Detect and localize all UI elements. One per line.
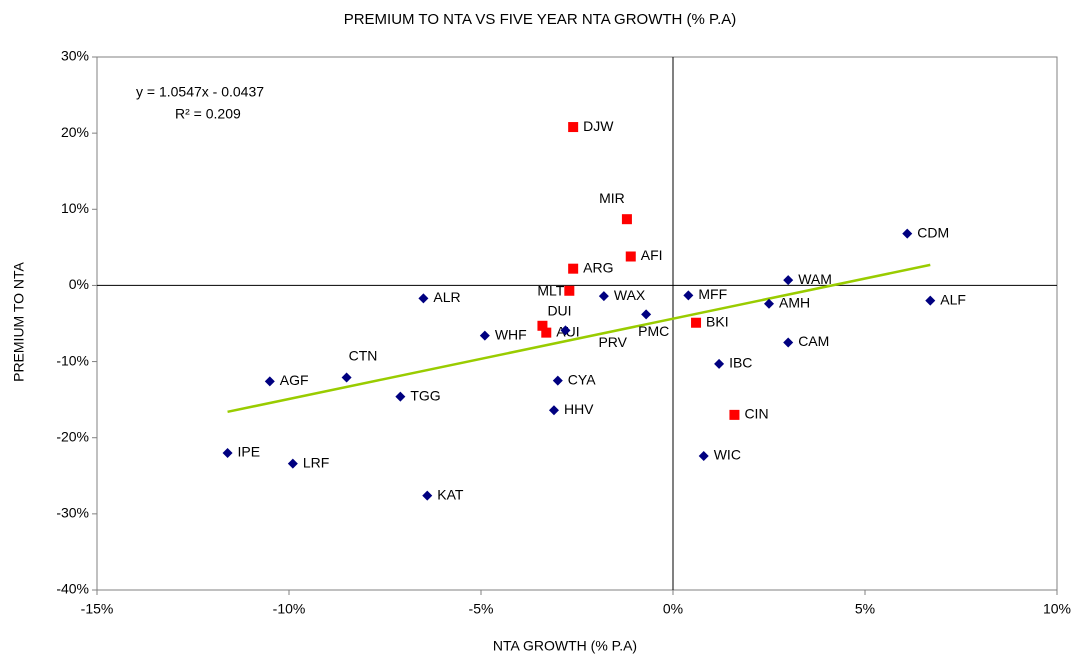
y-tick-label: 10% [61, 200, 89, 216]
y-tick-label: 20% [61, 124, 89, 140]
point-label: HHV [564, 401, 594, 417]
r-squared: R² = 0.209 [175, 106, 241, 122]
point [564, 285, 575, 296]
point [341, 372, 352, 383]
x-tick-label: -15% [81, 601, 114, 617]
y-tick-label: 30% [61, 48, 89, 64]
point [264, 376, 275, 387]
point [783, 337, 794, 348]
point [598, 291, 609, 302]
point-label: MFF [698, 286, 727, 302]
point [548, 405, 559, 416]
point [783, 275, 794, 286]
x-tick-label: 5% [855, 601, 875, 617]
point-label: KAT [437, 486, 464, 502]
point [541, 327, 552, 338]
point-label: WAX [614, 287, 646, 303]
point [698, 450, 709, 461]
point [641, 309, 652, 320]
y-tick-label: 0% [69, 276, 89, 292]
point-label: ARG [583, 259, 613, 275]
y-tick-label: -30% [56, 505, 89, 521]
y-tick-label: -20% [56, 428, 89, 444]
x-tick-label: -10% [273, 601, 306, 617]
x-tick-label: 10% [1043, 601, 1071, 617]
x-tick-label: -5% [469, 601, 494, 617]
point-label: LRF [303, 454, 329, 470]
point [729, 409, 740, 420]
point-label: AMH [779, 294, 810, 310]
point-label: ALF [940, 291, 966, 307]
point [552, 375, 563, 386]
y-axis-label: PREMIUM TO NTA [11, 261, 27, 381]
point [691, 317, 702, 328]
x-axis-label: NTA GROWTH (% P.A) [493, 638, 637, 654]
point [422, 490, 433, 501]
point-label: TGG [410, 387, 440, 403]
point [621, 214, 632, 225]
point-label: WHF [495, 326, 527, 342]
point [902, 228, 913, 239]
point [683, 290, 694, 301]
point [418, 293, 429, 304]
point [625, 251, 636, 262]
point-label: MLT [537, 282, 564, 298]
point-label: CTN [349, 347, 378, 363]
point-label: WIC [714, 447, 741, 463]
x-tick-label: 0% [663, 601, 683, 617]
point [714, 358, 725, 369]
point [764, 298, 774, 309]
point-label: CIN [744, 406, 768, 422]
point-label: CAM [798, 333, 829, 349]
y-tick-label: -10% [56, 352, 89, 368]
point-label: CDM [917, 224, 949, 240]
point-label: MIR [599, 190, 625, 206]
point [568, 263, 579, 274]
point-label: PRV [598, 334, 627, 350]
point-label: ALR [433, 289, 460, 305]
point [560, 325, 571, 336]
point [287, 458, 298, 469]
trendline [227, 263, 931, 414]
chart-title: PREMIUM TO NTA VS FIVE YEAR NTA GROWTH (… [344, 11, 737, 28]
point [537, 320, 548, 331]
point-label: DUI [547, 302, 571, 318]
point-label: WAM [798, 271, 832, 287]
y-tick-label: -40% [56, 581, 89, 597]
point-label: DJW [583, 118, 614, 134]
point [395, 391, 406, 402]
point [479, 330, 490, 341]
point-label: AGF [280, 372, 309, 388]
point-label: AFI [641, 247, 663, 263]
point-label: IPE [238, 444, 261, 460]
point [222, 447, 233, 458]
equation: y = 1.0547x - 0.0437 [136, 84, 264, 100]
point [568, 122, 579, 133]
point-label: CYA [568, 371, 596, 387]
point [925, 295, 936, 306]
plot-area [96, 56, 1058, 591]
point-label: PMC [638, 323, 669, 339]
point-label: IBC [729, 355, 752, 371]
point-label: BKI [706, 313, 729, 329]
